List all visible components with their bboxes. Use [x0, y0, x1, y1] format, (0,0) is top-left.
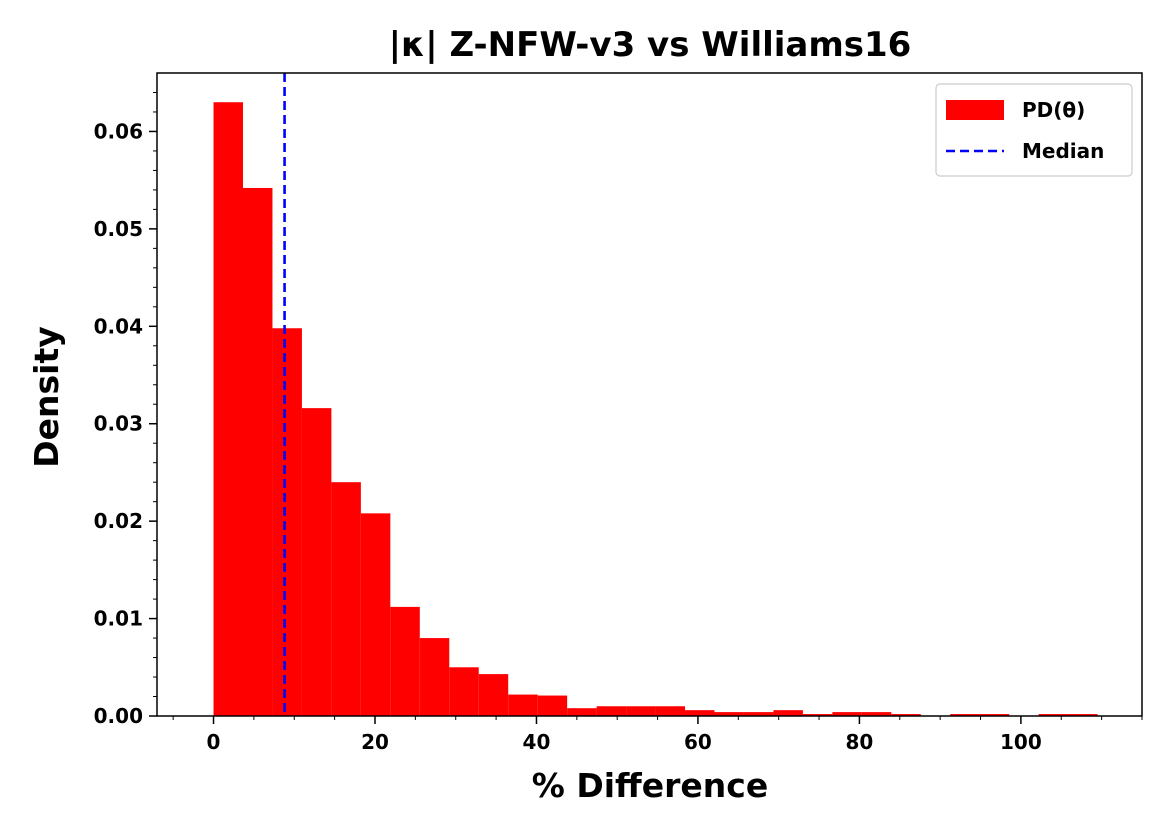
histogram-bar — [213, 102, 243, 716]
plot-frame — [156, 72, 1143, 717]
x-tick-label: 80 — [845, 730, 873, 754]
x-tick-label: 0 — [207, 730, 221, 754]
y-tick-label: 0.01 — [94, 607, 143, 631]
histogram-bar — [478, 674, 509, 716]
histogram-bar — [390, 606, 420, 716]
histogram-bar — [773, 710, 803, 716]
histogram-bar — [626, 706, 656, 716]
histogram-bar — [419, 638, 450, 716]
histogram-bar — [861, 712, 892, 716]
histogram-bar — [537, 695, 568, 716]
histogram-bar — [743, 712, 774, 716]
y-axis-label: Density — [27, 326, 66, 468]
histogram-bar — [1038, 714, 1069, 716]
chart-title: |κ| Z-NFW-v3 vs Williams16 — [389, 25, 912, 65]
legend: PD(θ) Median — [935, 83, 1133, 177]
x-tick-label: 40 — [523, 730, 551, 754]
histogram-bars — [213, 102, 1098, 717]
x-axis-label: % Difference — [532, 766, 768, 805]
legend-label-histogram: PD(θ) — [1022, 98, 1085, 122]
x-tick-label: 60 — [684, 730, 712, 754]
legend-swatch-histogram — [946, 100, 1004, 120]
histogram-bar — [242, 187, 273, 717]
histogram-bar — [301, 408, 332, 716]
histogram-bar — [950, 714, 980, 716]
histogram-bar — [508, 694, 538, 716]
y-tick-label: 0.00 — [94, 704, 143, 728]
y-tick-label: 0.06 — [94, 119, 143, 143]
histogram-bar — [1068, 714, 1098, 716]
x-tick-label: 100 — [1000, 730, 1042, 754]
histogram-bar — [685, 710, 715, 716]
x-tick-label: 20 — [361, 730, 389, 754]
histogram-bar — [449, 667, 479, 716]
y-tick-label: 0.02 — [94, 509, 143, 533]
histogram-bar — [714, 712, 744, 716]
histogram-bar — [272, 328, 302, 716]
legend-label-median: Median — [1022, 139, 1104, 163]
histogram-bar — [596, 706, 627, 716]
histogram-bar — [360, 513, 391, 716]
histogram-bar — [802, 714, 833, 716]
histogram-bar — [979, 714, 1010, 716]
histogram-bar — [891, 714, 921, 716]
axes: 0 20 40 60 80 100 0.00 0.01 0.02 0.03 0.04 0.05 0.06 — [94, 72, 1143, 754]
histogram-bar — [655, 706, 686, 716]
histogram-bar — [567, 708, 597, 716]
histogram-bar — [331, 482, 361, 716]
y-tick-label: 0.04 — [94, 314, 143, 338]
y-tick-label: 0.05 — [94, 217, 143, 241]
y-tick-label: 0.03 — [94, 412, 143, 436]
histogram-bar — [832, 712, 862, 716]
